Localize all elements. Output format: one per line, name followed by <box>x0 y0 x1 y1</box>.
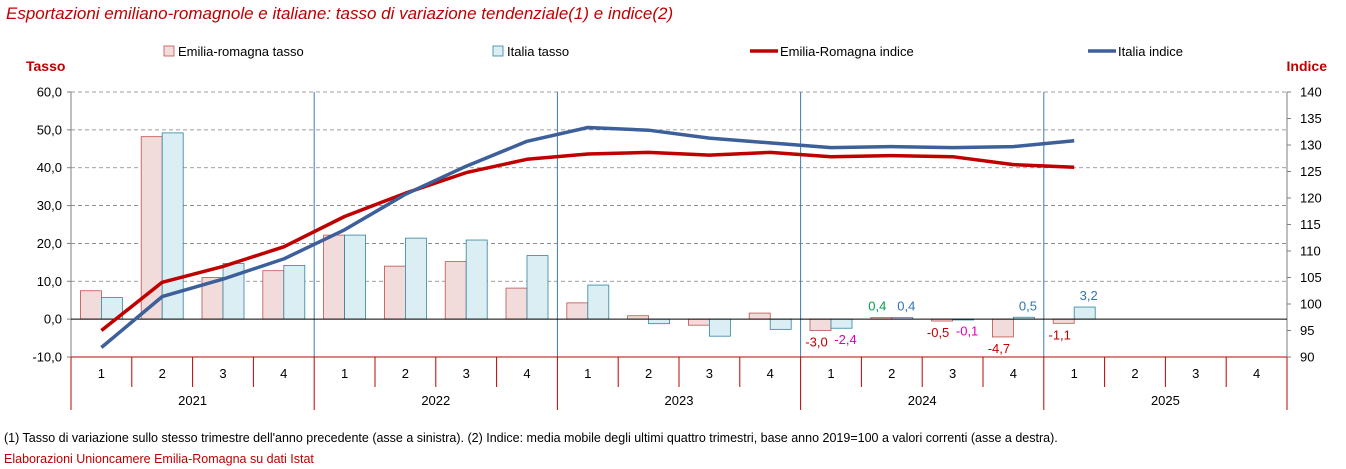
legend: Emilia-romagna tasso Italia tasso Emilia-R… <box>163 44 1183 59</box>
data-label: -2,4 <box>834 332 856 347</box>
data-label: -0,1 <box>956 324 978 339</box>
bar-italia-tasso <box>648 318 670 325</box>
bar-italia-tasso <box>526 255 549 320</box>
bar-italia-tasso <box>830 318 853 329</box>
line-italia-indice <box>100 125 1075 349</box>
data-label: 3,2 <box>1080 288 1098 303</box>
bar-emilia-romagna-tasso <box>688 318 710 326</box>
quarter-label: 1 <box>827 366 834 381</box>
right-axis-title: Indice <box>1287 58 1328 74</box>
data-label: 0,4 <box>897 299 915 314</box>
left-tick-label: 20,0 <box>37 236 62 251</box>
right-tick-label: 115 <box>1300 217 1321 232</box>
data-label: -4,7 <box>988 341 1010 356</box>
bar-emilia-romagna-tasso <box>566 302 589 320</box>
source-note: Elaborazioni Unioncamere Emilia-Romagna … <box>4 452 314 466</box>
bar-emilia-romagna-tasso <box>809 318 832 331</box>
quarter-label: 1 <box>584 366 591 381</box>
right-tick-label: 90 <box>1300 350 1314 365</box>
legend-label: Emilia-romagna tasso <box>178 44 304 59</box>
right-tick-label: 100 <box>1300 297 1322 312</box>
bar-emilia-romagna-tasso <box>505 287 528 320</box>
left-tick-label: 40,0 <box>37 160 62 175</box>
data-label: -1,1 <box>1048 327 1070 342</box>
data-label: -3,0 <box>805 335 827 350</box>
quarter-label: 4 <box>280 366 287 381</box>
right-tick-label: 140 <box>1300 85 1322 100</box>
right-tick-label: 105 <box>1300 270 1322 285</box>
bar-italia-tasso <box>404 237 427 320</box>
right-tick-label: 135 <box>1300 111 1322 126</box>
chart-title: Esportazioni emiliano-romagnole e italia… <box>6 4 673 23</box>
right-tick-label: 110 <box>1300 244 1321 259</box>
bar-italia-tasso <box>709 318 731 337</box>
bar-emilia-romagna-tasso <box>323 234 346 320</box>
legend-label: Italia indice <box>1118 44 1183 59</box>
tick-labels: 60,050,040,030,020,010,00,0-10,014013513… <box>32 85 1321 409</box>
quarter-label: 2 <box>888 366 895 381</box>
year-label: 2023 <box>665 393 694 408</box>
quarter-label: 2 <box>159 366 166 381</box>
left-tick-label: 10,0 <box>37 274 62 289</box>
legend-label: Italia tasso <box>507 44 569 59</box>
quarter-label: 4 <box>1010 366 1017 381</box>
axes <box>67 91 1291 410</box>
bars <box>80 132 1096 338</box>
data-label: 0,5 <box>1019 298 1037 313</box>
left-tick-label: -10,0 <box>32 350 62 365</box>
quarter-label: 2 <box>645 366 652 381</box>
quarter-label: 4 <box>767 366 774 381</box>
quarter-label: 2 <box>1131 366 1138 381</box>
line-emilia-romagna-indice <box>100 150 1075 332</box>
bar-italia-tasso <box>587 284 610 320</box>
year-label: 2022 <box>421 393 450 408</box>
data-labels: -3,0 -2,4 0,4 0,4 -0,5 -0,1 -4,7 0,5 -1,1 3,2 <box>805 288 1097 356</box>
quarter-label: 2 <box>402 366 409 381</box>
quarter-label: 1 <box>1071 366 1078 381</box>
left-tick-label: 30,0 <box>37 198 62 213</box>
bar-italia-tasso <box>465 239 488 320</box>
quarter-label: 3 <box>949 366 956 381</box>
quarter-label: 4 <box>1253 366 1260 381</box>
quarter-label: 3 <box>1192 366 1199 381</box>
right-tick-label: 125 <box>1300 164 1322 179</box>
legend-swatch <box>163 45 175 57</box>
footnote: (1) Tasso di variazione sullo stesso tri… <box>4 431 1058 445</box>
left-tick-label: 50,0 <box>37 122 62 137</box>
right-tick-label: 95 <box>1300 323 1314 338</box>
bar-italia-tasso <box>769 318 792 330</box>
bar-italia-tasso <box>283 264 306 320</box>
quarter-label: 3 <box>706 366 713 381</box>
bar-emilia-romagna-tasso <box>627 315 649 320</box>
quarter-label: 4 <box>523 366 530 381</box>
left-tick-label: 0,0 <box>44 312 62 327</box>
quarter-label: 1 <box>98 366 105 381</box>
bar-emilia-romagna-tasso <box>262 270 285 320</box>
bar-italia-tasso <box>344 234 367 320</box>
quarter-label: 3 <box>219 366 226 381</box>
bar-emilia-romagna-tasso <box>383 265 406 320</box>
year-label: 2025 <box>1151 393 1180 408</box>
legend-swatch <box>492 45 504 57</box>
legend-label: Emilia-Romagna indice <box>780 44 914 59</box>
bar-emilia-romagna-tasso <box>444 261 467 320</box>
data-label: -0,5 <box>927 325 949 340</box>
right-tick-label: 120 <box>1300 191 1322 206</box>
bar-emilia-romagna-tasso <box>992 318 1014 338</box>
bar-italia-tasso <box>1073 306 1096 320</box>
bar-emilia-romagna-tasso <box>748 312 771 320</box>
year-label: 2024 <box>908 393 937 408</box>
data-label: 0,4 <box>868 299 886 314</box>
lines <box>100 125 1075 349</box>
bar-emilia-romagna-tasso <box>1052 318 1075 324</box>
year-label: 2021 <box>178 393 207 408</box>
left-axis-title: Tasso <box>26 58 65 74</box>
left-tick-label: 60,0 <box>37 85 62 100</box>
quarter-label: 1 <box>341 366 348 381</box>
gridlines <box>71 91 1287 358</box>
quarter-label: 3 <box>463 366 470 381</box>
bar-emilia-romagna-tasso <box>80 290 102 320</box>
right-tick-label: 130 <box>1300 138 1322 153</box>
